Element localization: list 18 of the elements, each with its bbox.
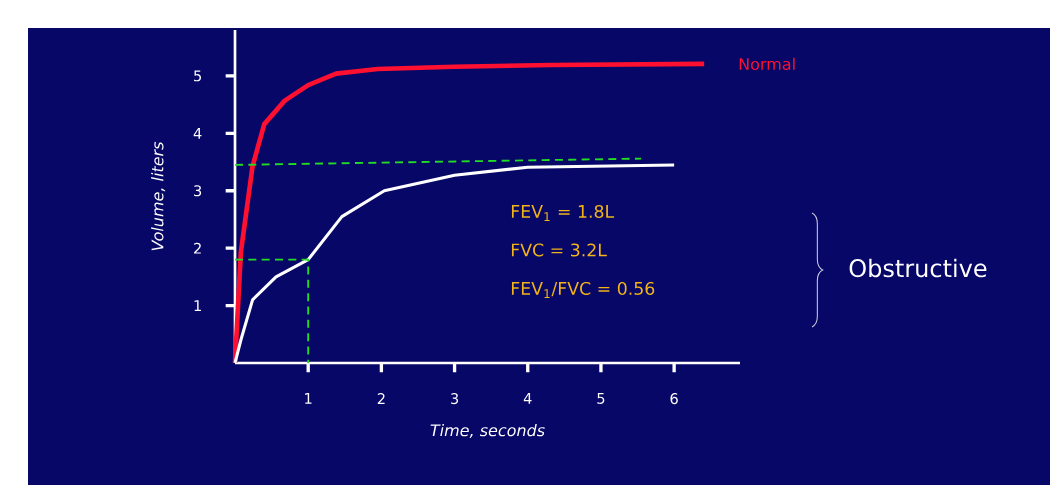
y-tick-label: 5 (194, 70, 202, 82)
x-tick-label: 6 (670, 393, 678, 405)
y-tick-label: 1 (194, 300, 201, 311)
y-tick-label: 2 (194, 242, 201, 254)
y-tick-label: 4 (193, 128, 202, 139)
y-tick-label: 3 (194, 185, 202, 197)
x-tick-label: 5 (597, 393, 605, 404)
x-axis-title: Time, seconds (430, 423, 545, 438)
text: Normal (739, 57, 795, 71)
text: Obstructive (849, 258, 987, 278)
x-tick-label: 2 (377, 393, 385, 404)
x-tick-label: 4 (523, 393, 532, 404)
y-axis-title: Volume, liters (151, 141, 166, 251)
x-tick-label: 3 (451, 393, 459, 405)
annotation: FEV$_{1}$/FVC = 0.56 (511, 281, 655, 299)
annotation: FEV$_{1}$ = 1.8L (511, 204, 615, 222)
x-tick-label: 1 (305, 393, 312, 404)
annotation: FVC = 3.2L (511, 243, 607, 257)
